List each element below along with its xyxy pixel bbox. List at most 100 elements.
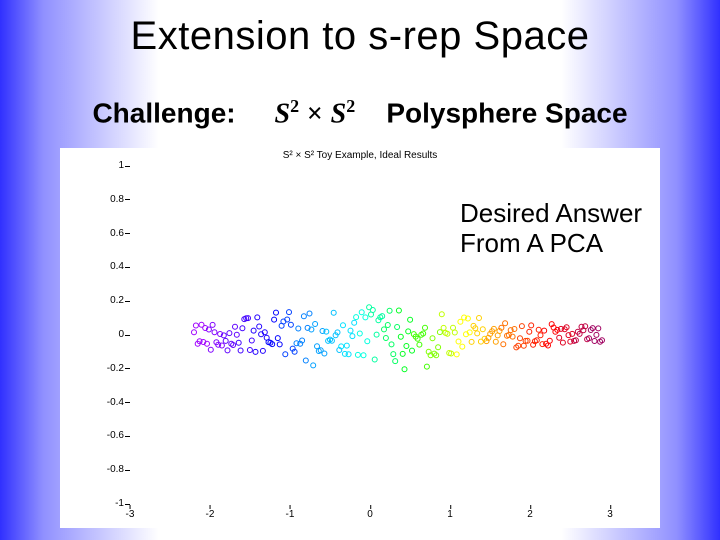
chart-title: S² × S² Toy Example, Ideal Results — [60, 150, 660, 161]
scatter-point — [253, 349, 258, 354]
scatter-point — [307, 311, 312, 316]
scatter-point — [398, 334, 403, 339]
annotation-text: Desired Answer From A PCA — [460, 198, 642, 258]
scatter-point — [288, 322, 293, 327]
scatter-point — [441, 325, 446, 330]
scatter-point — [460, 344, 465, 349]
scatter-point — [359, 310, 364, 315]
math-s1: S — [275, 98, 291, 129]
scatter-point — [322, 351, 327, 356]
scatter-point — [529, 323, 534, 328]
xtick: 1 — [447, 509, 453, 520]
scatter-point — [396, 308, 401, 313]
ytick: 0 — [90, 329, 124, 340]
scatter-point — [277, 342, 282, 347]
scatter-point — [480, 327, 485, 332]
scatter-point — [542, 328, 547, 333]
scatter-point — [301, 314, 306, 319]
xtick: 2 — [527, 509, 533, 520]
scatter-point — [344, 343, 349, 348]
scatter-point — [518, 336, 523, 341]
scatter-point — [410, 348, 415, 353]
scatter-point — [452, 330, 457, 335]
annotation-line1: Desired Answer — [460, 198, 642, 228]
scatter-point — [417, 342, 422, 347]
ytick: 0.4 — [90, 261, 124, 272]
math-sup2: 2 — [346, 96, 355, 116]
scatter-point — [402, 367, 407, 372]
ytick: 1 — [90, 160, 124, 171]
math-sup1: 2 — [290, 96, 299, 116]
scatter-point — [538, 333, 543, 338]
page-title: Extension to s-rep Space — [0, 14, 720, 59]
scatter-point — [255, 315, 260, 320]
xtick: -3 — [126, 509, 135, 520]
ytick: -0.6 — [90, 430, 124, 441]
scatter-point — [354, 315, 359, 320]
scatter-point — [547, 338, 552, 343]
scatter-point — [287, 310, 292, 315]
scatter-point — [383, 336, 388, 341]
xtick: -1 — [286, 509, 295, 520]
scatter-point — [357, 331, 362, 336]
xtick: 0 — [367, 509, 373, 520]
scatter-point — [387, 308, 392, 313]
scatter-point — [436, 345, 441, 350]
scatter-point — [372, 357, 377, 362]
slide: Extension to s-rep Space Challenge: S2 ×… — [0, 0, 720, 540]
scatter-point — [311, 363, 316, 368]
scatter-point — [536, 327, 541, 332]
scatter-point — [346, 352, 351, 357]
scatter-point — [596, 326, 601, 331]
scatter-point — [365, 339, 370, 344]
scatter-point — [501, 342, 506, 347]
ytick: -0.8 — [90, 464, 124, 475]
scatter-point — [283, 352, 288, 357]
scatter-point — [393, 359, 398, 364]
scatter-point — [274, 310, 279, 315]
scatter-point — [439, 312, 444, 317]
scatter-point — [477, 316, 482, 321]
scatter-point — [594, 332, 599, 337]
scatter-point — [391, 352, 396, 357]
scatter-point — [192, 330, 197, 335]
ytick: 0.2 — [90, 295, 124, 306]
scatter-point — [257, 324, 262, 329]
scatter-point — [527, 329, 532, 334]
ytick: -0.2 — [90, 363, 124, 374]
scatter-point — [313, 322, 318, 327]
annotation-line2: From A PCA — [460, 228, 603, 258]
ytick: 0.6 — [90, 228, 124, 239]
scatter-point — [400, 351, 405, 356]
scatter-point — [404, 344, 409, 349]
challenge-label: Challenge: — [92, 97, 235, 128]
scatter-point — [249, 338, 254, 343]
scatter-point — [560, 340, 565, 345]
scatter-point — [210, 322, 215, 327]
scatter-point — [557, 335, 562, 340]
challenge-line: Challenge: S2 × S2 Polysphere Space — [0, 96, 720, 130]
scatter-point — [458, 319, 463, 324]
scatter-point — [382, 327, 387, 332]
scatter-point — [348, 328, 353, 333]
scatter-point — [238, 348, 243, 353]
scatter-point — [350, 334, 355, 339]
scatter-point — [352, 320, 357, 325]
scatter-point — [430, 336, 435, 341]
ytick: 0.8 — [90, 194, 124, 205]
scatter-point — [260, 348, 265, 353]
scatter-point — [251, 328, 256, 333]
scatter-point — [296, 326, 301, 331]
scatter-point — [385, 323, 390, 328]
xtick: -2 — [206, 509, 215, 520]
scatter-point — [363, 315, 368, 320]
scatter-point — [374, 332, 379, 337]
scatter-point — [227, 331, 232, 336]
scatter-point — [469, 339, 474, 344]
scatter-point — [236, 340, 241, 345]
polysphere-label: Polysphere Space — [386, 97, 627, 128]
scatter-point — [272, 317, 277, 322]
scatter-point — [406, 329, 411, 334]
scatter-point — [361, 353, 366, 358]
scatter-point — [341, 323, 346, 328]
